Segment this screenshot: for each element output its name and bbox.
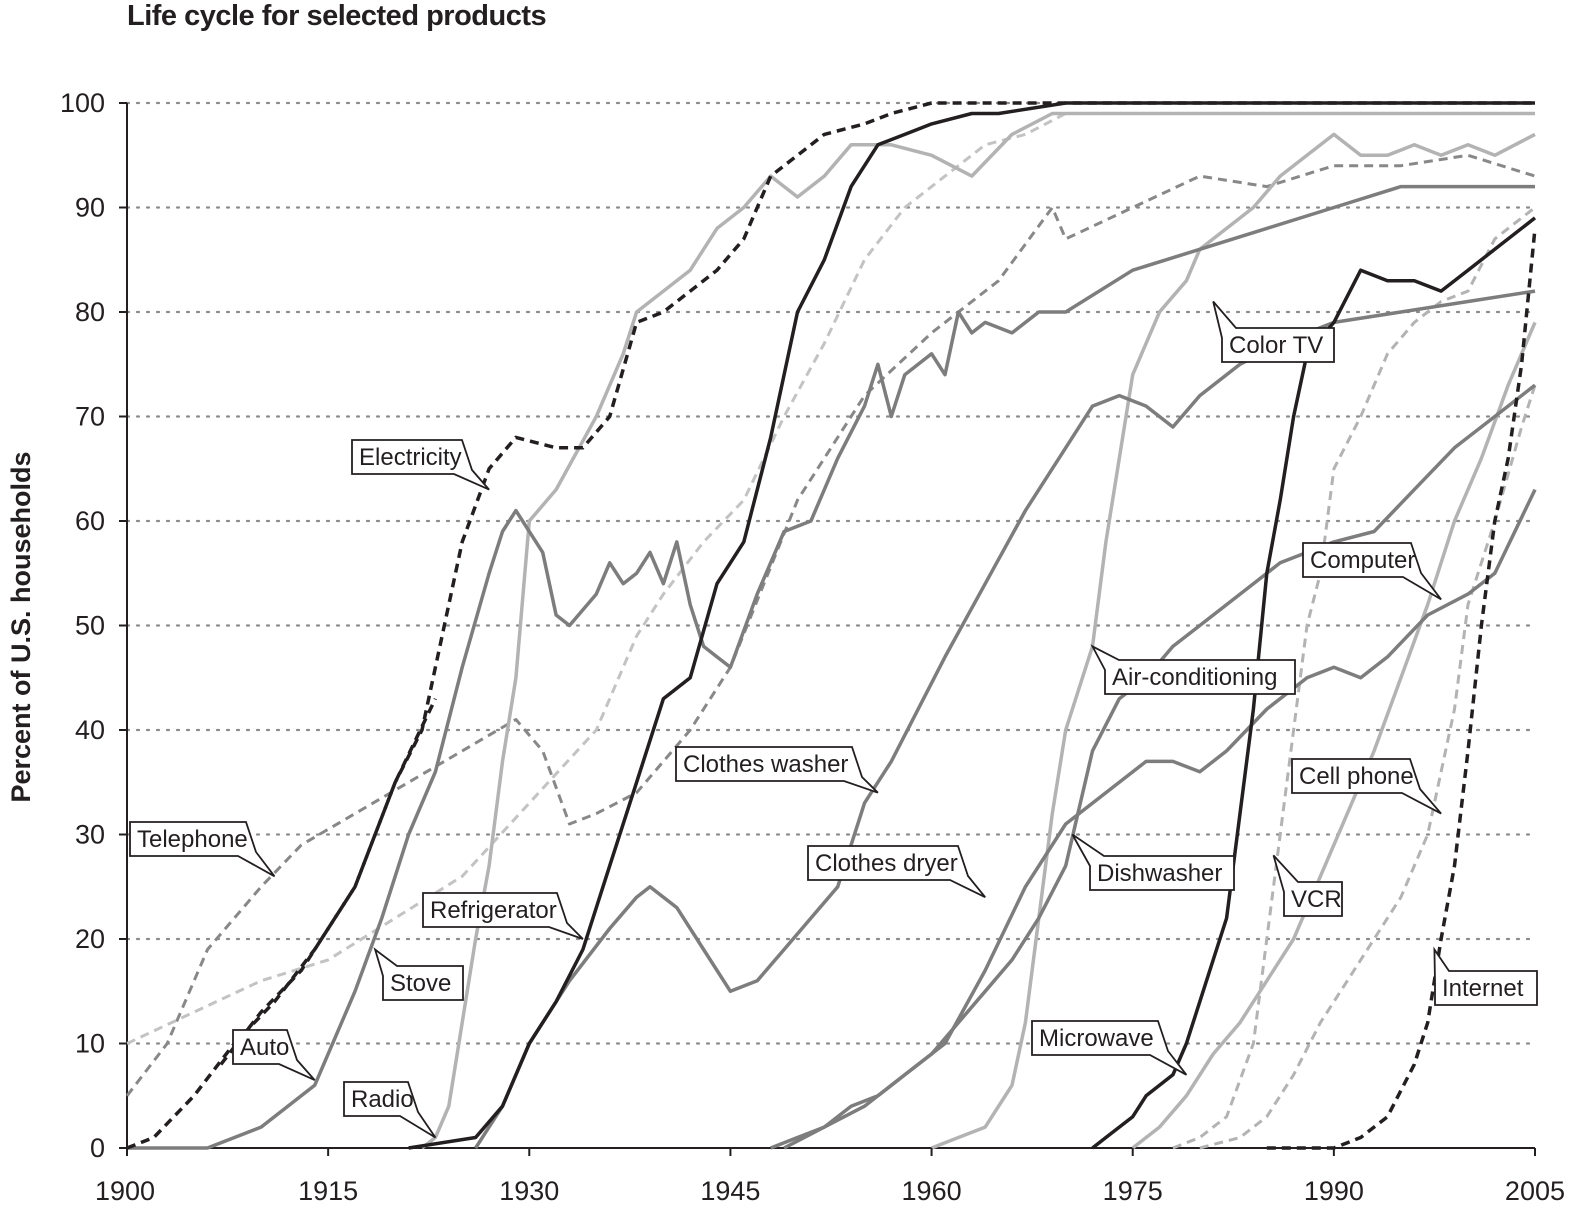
series-line-clothes-washer [127, 184, 1535, 1150]
callout-box [129, 821, 276, 878]
callout-box [232, 1029, 316, 1081]
series-line-dishwasher [770, 383, 1537, 1150]
callout-label: Air-conditioning [1112, 664, 1277, 691]
y-tick-label: 100 [60, 88, 105, 118]
callout-internet: Internet [1433, 946, 1538, 1006]
callout-label: Clothes dryer [815, 850, 958, 877]
callout-dishwasher: Dishwasher [1071, 833, 1235, 891]
series-line-telephone [125, 153, 1536, 1097]
callout-box [351, 439, 490, 491]
callout-label: Auto [240, 1034, 289, 1061]
callout-layer: Telephone Electricity Auto Stove Radio Refrig… [129, 300, 1538, 1139]
series-line-cell-phone [1199, 384, 1537, 1150]
y-tick-label: 40 [75, 715, 105, 745]
series-line-color-tv [930, 132, 1536, 1150]
callout-box [343, 1081, 437, 1139]
y-tick-label: 70 [75, 402, 105, 432]
callout-label: Internet [1442, 975, 1524, 1002]
callout-radio: Radio [343, 1081, 437, 1139]
callout-box [1291, 758, 1442, 815]
callout-label: Microwave [1039, 1025, 1154, 1052]
series-line-computer [1131, 321, 1537, 1150]
callout-label: Stove [390, 970, 451, 997]
x-tick-label: 1930 [499, 1176, 559, 1206]
callout-box [1272, 854, 1343, 917]
callout-label: Computer [1310, 547, 1415, 574]
callout-box [1302, 542, 1442, 601]
callout-box [807, 845, 986, 899]
callout-clothes-washer: Clothes washer [675, 746, 879, 794]
series-line-internet [1266, 228, 1537, 1150]
callout-microwave: Microwave [1031, 1020, 1188, 1076]
callout-label: Dishwasher [1097, 860, 1222, 887]
callout-stove: Stove [373, 947, 464, 1001]
series-line-electricity [219, 101, 1535, 1066]
series-line-radio [420, 111, 1535, 1150]
callout-label: VCR [1291, 886, 1342, 913]
y-tick-label: 10 [75, 1029, 105, 1059]
callout-label: Refrigerator [430, 897, 557, 924]
callout-cell-phone: Cell phone [1291, 758, 1442, 815]
x-tick-label: 2005 [1505, 1176, 1565, 1206]
callout-label: Clothes washer [683, 751, 848, 778]
y-tick-label: 50 [75, 611, 105, 641]
x-tick-label: 1945 [700, 1176, 760, 1206]
series-layer [125, 101, 1537, 1150]
x-tick-label: 1960 [902, 1176, 962, 1206]
y-tick-label: 30 [75, 820, 105, 850]
callout-box [1433, 946, 1538, 1006]
x-tick-label: 1915 [298, 1176, 358, 1206]
series-line-stove [126, 112, 1535, 1045]
callout-box [675, 746, 879, 794]
y-axis-label: Percent of U.S. households [6, 451, 36, 802]
y-tick-label: 80 [75, 297, 105, 327]
callout-computer: Computer [1302, 542, 1442, 601]
y-tick-label: 0 [90, 1133, 105, 1163]
x-tick-label: 1975 [1103, 1176, 1163, 1206]
callout-box [1212, 300, 1335, 363]
series-line-microwave [1091, 216, 1537, 1150]
y-tick-label: 90 [75, 193, 105, 223]
callout-label: Radio [351, 1086, 414, 1113]
y-tick-label: 60 [75, 506, 105, 536]
series-line-clothes-dryer [474, 289, 1536, 1149]
callout-refrigerator: Refrigerator [422, 892, 584, 940]
callout-telephone: Telephone [129, 821, 276, 878]
series-line-refrigerator [408, 101, 1535, 1150]
x-tick-label: 1900 [95, 1176, 155, 1206]
callout-label: Telephone [137, 826, 248, 853]
callout-auto: Auto [232, 1029, 316, 1081]
callout-box [1071, 833, 1235, 891]
callout-box [1031, 1020, 1188, 1076]
series-line-auto [126, 697, 437, 1150]
callout-clothes-dryer: Clothes dryer [807, 845, 986, 899]
callout-air-conditioning: Air-conditioning [1090, 644, 1296, 695]
y-tick-label: 20 [75, 924, 105, 954]
chart-title: Life cycle for selected products [127, 0, 547, 32]
callout-box [422, 892, 584, 940]
callout-label: Color TV [1229, 332, 1323, 359]
callout-vcr: VCR [1272, 854, 1343, 917]
x-tick-label: 1990 [1304, 1176, 1364, 1206]
callout-label: Electricity [359, 444, 462, 471]
callout-box [1090, 644, 1296, 695]
tick-layer: 0 10 20 30 40 50 60 70 80 90 100 1900 1915 1930 1945 19… [60, 88, 1565, 1206]
callout-electricity: Electricity [351, 439, 490, 491]
callout-box [373, 947, 464, 1001]
callout-color-tv: Color TV [1212, 300, 1335, 363]
callout-label: Cell phone [1299, 763, 1414, 790]
